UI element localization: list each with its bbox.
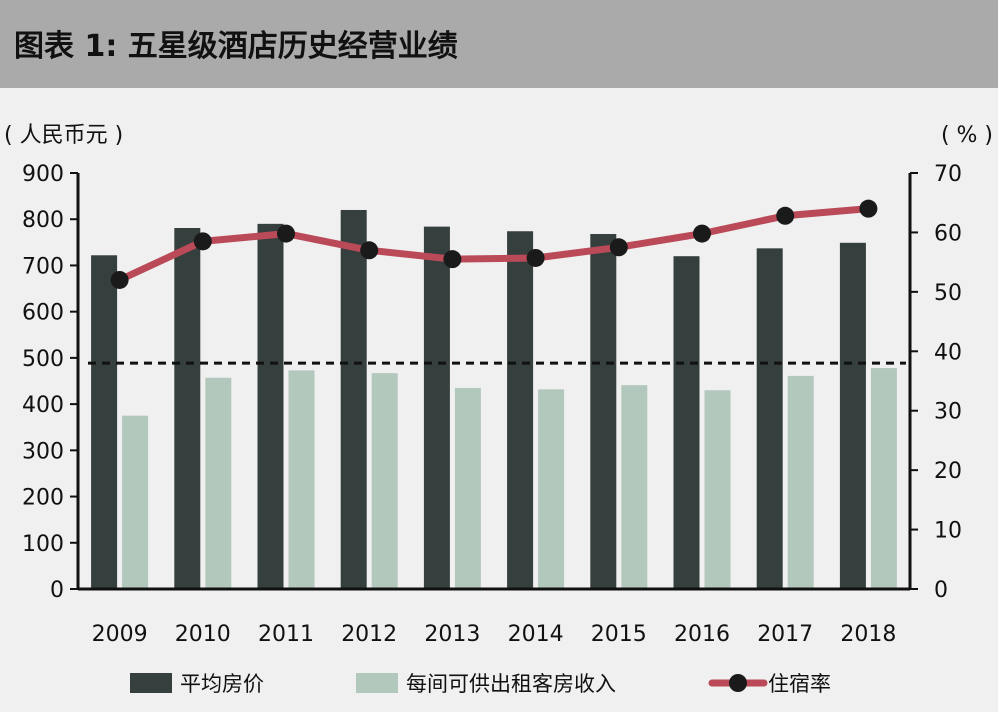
legend-swatch-avg-room-rate [130, 673, 172, 693]
bar-avg-room-rate [257, 223, 284, 589]
occupancy-marker [193, 232, 212, 251]
bar-avg-room-rate [673, 256, 700, 589]
left-axis-tick-label: 0 [50, 578, 64, 603]
right-axis-unit: ( % ) [941, 123, 993, 148]
bar-avg-room-rate [507, 231, 534, 590]
chart-title: 图表 1: 五星级酒店历史经营业绩 [14, 29, 458, 64]
occupancy-marker [609, 238, 628, 257]
occupancy-marker [443, 250, 462, 269]
right-axis-tick-label: 70 [934, 162, 962, 187]
x-axis-tick-label: 2016 [674, 622, 730, 647]
bar-avg-room-rate [91, 255, 118, 589]
bar-revpar [454, 387, 481, 589]
bar-revpar [538, 389, 565, 589]
right-axis-tick-label: 30 [934, 400, 962, 425]
x-axis-tick-label: 2009 [92, 622, 148, 647]
left-axis-tick-label: 700 [22, 254, 64, 279]
x-axis-tick-label: 2012 [341, 622, 397, 647]
left-axis-tick-label: 600 [22, 301, 64, 326]
left-axis-unit: ( 人民币元 ) [4, 123, 123, 148]
bar-revpar [371, 373, 398, 589]
left-axis-tick-label: 900 [22, 162, 64, 187]
right-axis-tick-label: 60 [934, 221, 962, 246]
bar-revpar [621, 385, 648, 589]
legend-label-occupancy: 住宿率 [768, 672, 831, 696]
legend-swatch-occupancy-marker [729, 674, 747, 692]
left-axis-tick-label: 500 [22, 347, 64, 372]
left-axis-tick-label: 100 [22, 532, 64, 557]
x-axis-tick-label: 2010 [175, 622, 231, 647]
right-axis-tick-label: 0 [934, 578, 948, 603]
bar-avg-room-rate [839, 242, 866, 589]
bar-revpar [205, 377, 232, 589]
title-banner [0, 0, 998, 88]
x-axis: 2009 2010 2011 2012 2013 2014 2015 2016 2017 2018 [78, 587, 910, 647]
x-axis-tick-label: 2018 [840, 622, 896, 647]
bar-avg-room-rate [756, 248, 783, 589]
bar-avg-room-rate [423, 226, 450, 589]
x-axis-tick-label: 2015 [591, 622, 647, 647]
occupancy-marker [776, 206, 795, 225]
x-axis-tick-label: 2017 [757, 622, 813, 647]
bar-avg-room-rate [590, 234, 617, 589]
occupancy-marker [110, 270, 129, 289]
x-axis-tick-label: 2014 [508, 622, 564, 647]
bar-avg-room-rate [340, 209, 367, 589]
left-axis-tick-label: 200 [22, 486, 64, 511]
bar-revpar [288, 370, 315, 589]
occupancy-marker [360, 241, 379, 260]
right-axis-tick-label: 50 [934, 281, 962, 306]
bars [91, 209, 897, 590]
line-series [110, 199, 878, 289]
occupancy-marker [693, 224, 711, 243]
bar-revpar [704, 390, 731, 589]
x-axis-tick-label: 2013 [424, 622, 480, 647]
left-axis-tick-label: 800 [22, 208, 64, 233]
occupancy-line [116, 205, 872, 284]
left-axis: 0 100 200 300 400 500 600 700 800 900 [22, 162, 80, 603]
right-axis-tick-label: 20 [934, 459, 962, 484]
left-axis-tick-label: 400 [22, 393, 64, 418]
bar-revpar [787, 375, 814, 589]
right-axis-tick-label: 10 [934, 519, 962, 544]
occupancy-marker [526, 248, 545, 267]
x-axis-tick-label: 2011 [258, 622, 314, 647]
legend-label-revpar: 每间可供出租客房收入 [406, 672, 616, 696]
legend-swatch-revpar [356, 673, 398, 693]
occupancy-marker [859, 199, 878, 218]
bar-avg-room-rate [174, 228, 201, 589]
legend-label-avg-room-rate: 平均房价 [180, 672, 264, 696]
bar-revpar [122, 415, 149, 589]
right-axis: 0 10 20 30 40 50 60 70 [908, 162, 962, 603]
occupancy-marker [277, 224, 295, 243]
bar-revpar [870, 368, 897, 589]
legend: 平均房价 每间可供出租客房收入 住宿率 [130, 672, 831, 696]
right-axis-tick-label: 40 [934, 340, 962, 365]
left-axis-tick-label: 300 [22, 439, 64, 464]
